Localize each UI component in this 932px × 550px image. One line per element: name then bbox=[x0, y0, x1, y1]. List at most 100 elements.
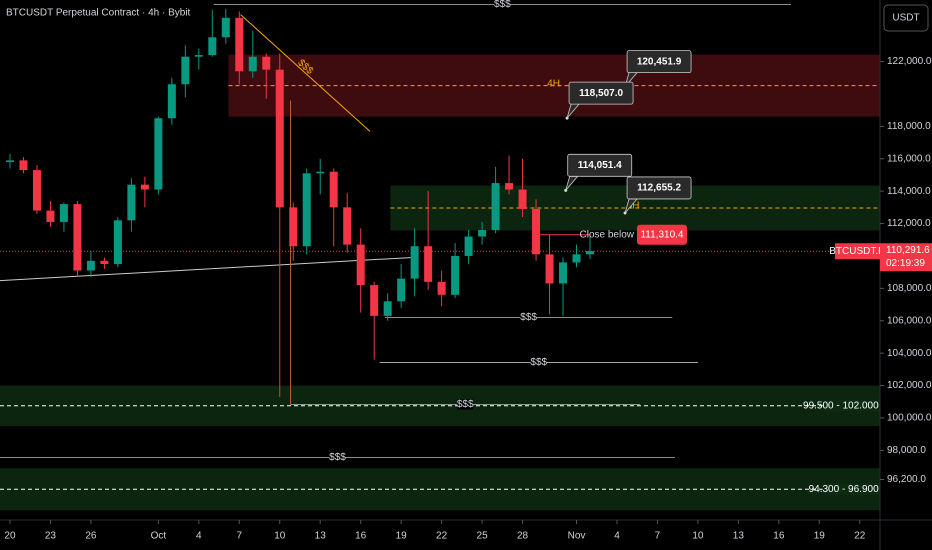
level-label-bg bbox=[530, 357, 547, 368]
x-tick-label: 28 bbox=[517, 531, 529, 542]
level-label: $$$ bbox=[520, 312, 537, 323]
zone-label: 4H bbox=[627, 201, 640, 212]
candle-body bbox=[464, 236, 473, 256]
y-tick-label: 106,000.0 bbox=[887, 315, 932, 326]
close-below-box bbox=[636, 224, 687, 245]
x-tick-label: 25 bbox=[477, 531, 489, 542]
x-tick-label: 16 bbox=[355, 531, 367, 542]
candle-body bbox=[329, 171, 338, 208]
callout-box bbox=[626, 176, 692, 200]
candle-body bbox=[59, 204, 68, 222]
x-tick-label: 19 bbox=[396, 531, 408, 542]
level-label-bg bbox=[520, 312, 537, 323]
last-price-label: 110,291.6 bbox=[886, 245, 930, 256]
zone-label-bg bbox=[822, 399, 881, 412]
candle-body bbox=[248, 56, 257, 72]
y-tick-label: 96,200.0 bbox=[887, 474, 926, 485]
plot-area: 4H 4H 99.500 - 102.000 94.300 - 96.900 $$$ $$… bbox=[0, 0, 881, 511]
candle-body bbox=[235, 17, 244, 72]
candle-body bbox=[19, 160, 28, 171]
currency-box[interactable] bbox=[883, 4, 929, 32]
countdown: 02:19:39 bbox=[886, 258, 925, 269]
level-label: $$$ bbox=[457, 399, 474, 410]
candle-body bbox=[289, 207, 298, 247]
candle-body bbox=[545, 254, 554, 284]
candle-body bbox=[370, 285, 379, 316]
candle-body bbox=[343, 207, 352, 245]
candle-body bbox=[559, 262, 568, 284]
candle-body bbox=[181, 56, 190, 85]
callout-label: 114,051.4 bbox=[578, 160, 622, 171]
y-tick-label: 114,000.0 bbox=[887, 186, 931, 197]
y-tick-label: 100,000.0 bbox=[887, 413, 932, 424]
y-tick-label: 116,000.0 bbox=[887, 153, 931, 164]
close-below-price: 111,310.4 bbox=[640, 229, 683, 240]
candle-body bbox=[113, 220, 122, 265]
x-tick-label: 7 bbox=[655, 531, 661, 542]
y-tick-label: 98,000.0 bbox=[887, 445, 926, 456]
level-label-bg bbox=[329, 452, 346, 463]
candle-body bbox=[505, 183, 514, 190]
x-tick-label: Nov bbox=[568, 531, 586, 542]
zone-label: 99.500 - 102.000 bbox=[803, 400, 879, 411]
callout-box bbox=[626, 50, 692, 74]
zone-label: 94.300 - 96.900 bbox=[809, 484, 879, 495]
candle-body bbox=[100, 260, 109, 265]
close-below-text: Close below bbox=[580, 229, 635, 240]
candle-body bbox=[356, 244, 365, 286]
level-label: $$$ bbox=[329, 452, 346, 463]
candle-body bbox=[532, 208, 541, 255]
candle-body bbox=[208, 37, 217, 56]
candle-body bbox=[127, 184, 136, 221]
x-tick-label: 13 bbox=[315, 531, 327, 542]
zone bbox=[0, 468, 880, 511]
chart-title: BTCUSDT Perpetual Contract · 4h · Bybit bbox=[6, 8, 191, 19]
candle-body bbox=[478, 230, 487, 237]
candle-body bbox=[275, 69, 284, 208]
candle-body bbox=[437, 281, 446, 295]
y-tick-label: 108,000.0 bbox=[887, 283, 932, 294]
candle-body bbox=[518, 189, 527, 209]
level-label: $$$ bbox=[530, 357, 547, 368]
x-tick-label: 7 bbox=[237, 531, 243, 542]
y-tick-label: 102,000.0 bbox=[887, 380, 932, 391]
y-tick-label: 104,000.0 bbox=[887, 348, 932, 359]
callout-label: 118,507.0 bbox=[579, 88, 623, 99]
x-tick-label: Oct bbox=[151, 531, 167, 542]
candle-body bbox=[32, 170, 41, 211]
x-tick-label: 23 bbox=[45, 531, 57, 542]
currency[interactable]: USDT bbox=[892, 13, 919, 24]
candle-body bbox=[5, 160, 14, 162]
x-tick-label: 20 bbox=[4, 531, 16, 542]
candle-body bbox=[410, 246, 419, 279]
x-tick-label: 22 bbox=[854, 531, 866, 542]
candle-body bbox=[316, 171, 325, 174]
x-tick-label: 26 bbox=[85, 531, 97, 542]
zone bbox=[0, 385, 880, 427]
x-tick-label: 10 bbox=[692, 531, 704, 542]
candle-body bbox=[424, 246, 433, 282]
callout-label: 120,451.9 bbox=[637, 56, 682, 67]
callout-label: 112,655.2 bbox=[637, 183, 681, 194]
x-tick-label: 16 bbox=[773, 531, 785, 542]
candle-body bbox=[154, 118, 163, 190]
level-label: $$$ bbox=[494, 0, 511, 10]
candle-body bbox=[491, 183, 500, 231]
candle-body bbox=[451, 255, 460, 295]
candle-body bbox=[383, 301, 392, 316]
candle-body bbox=[397, 278, 406, 302]
level-label-bg bbox=[494, 0, 511, 10]
callout-box bbox=[568, 81, 634, 105]
candle-body bbox=[194, 55, 203, 57]
candle-body bbox=[302, 173, 311, 247]
x-tick-label: 4 bbox=[614, 531, 620, 542]
y-tick-label: 118,000.0 bbox=[887, 121, 931, 132]
last-price-tag bbox=[880, 243, 932, 272]
symbol-label: BTCUSDT.P bbox=[829, 246, 885, 257]
zone-label: 4H bbox=[547, 78, 560, 89]
x-tick-label: 19 bbox=[814, 531, 826, 542]
symbol-tag bbox=[835, 243, 880, 260]
y-tick-label: 122,000.0 bbox=[887, 56, 932, 67]
